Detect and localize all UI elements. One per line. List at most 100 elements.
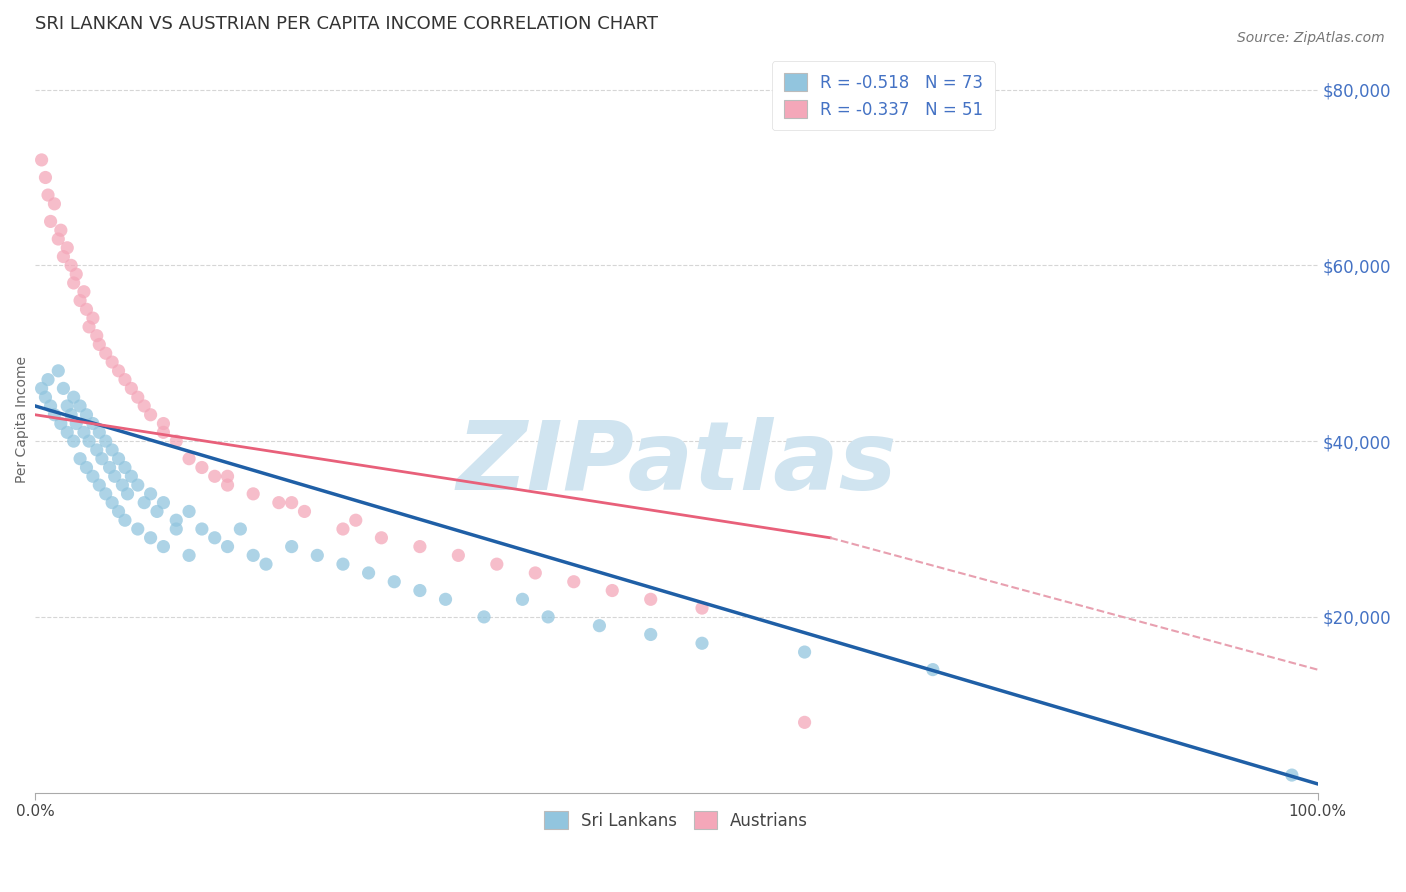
Point	[267, 496, 290, 510]
Point	[69, 399, 91, 413]
Point	[60, 258, 83, 272]
Point	[86, 442, 108, 457]
Point	[62, 390, 84, 404]
Point	[127, 390, 149, 404]
Point	[204, 531, 226, 545]
Point	[98, 460, 121, 475]
Point	[76, 302, 98, 317]
Point	[447, 549, 470, 563]
Point	[82, 417, 104, 431]
Point	[46, 232, 69, 246]
Point	[280, 540, 302, 554]
Point	[217, 540, 239, 554]
Point	[107, 364, 129, 378]
Point	[152, 540, 174, 554]
Point	[1281, 768, 1303, 782]
Point	[82, 311, 104, 326]
Point	[31, 381, 53, 395]
Point	[31, 153, 53, 167]
Point	[89, 478, 111, 492]
Point	[294, 504, 316, 518]
Point	[177, 549, 200, 563]
Point	[52, 250, 75, 264]
Point	[134, 496, 156, 510]
Point	[89, 337, 111, 351]
Point	[82, 469, 104, 483]
Point	[152, 496, 174, 510]
Legend: Sri Lankans, Austrians: Sri Lankans, Austrians	[537, 805, 815, 837]
Point	[409, 540, 432, 554]
Point	[49, 223, 72, 237]
Point	[472, 610, 495, 624]
Point	[111, 478, 134, 492]
Point	[562, 574, 585, 589]
Point	[600, 583, 623, 598]
Point	[60, 408, 83, 422]
Point	[56, 241, 79, 255]
Point	[191, 522, 214, 536]
Point	[120, 381, 142, 395]
Point	[94, 434, 117, 449]
Point	[537, 610, 560, 624]
Point	[39, 214, 62, 228]
Point	[165, 434, 187, 449]
Y-axis label: Per Capita Income: Per Capita Income	[15, 356, 30, 483]
Point	[690, 636, 713, 650]
Point	[588, 618, 610, 632]
Point	[191, 460, 214, 475]
Point	[76, 408, 98, 422]
Point	[254, 557, 277, 571]
Point	[101, 496, 124, 510]
Point	[94, 346, 117, 360]
Point	[332, 557, 354, 571]
Point	[114, 373, 136, 387]
Point	[382, 574, 405, 589]
Point	[86, 328, 108, 343]
Point	[512, 592, 534, 607]
Point	[65, 417, 87, 431]
Point	[139, 531, 162, 545]
Point	[332, 522, 354, 536]
Point	[114, 513, 136, 527]
Point	[344, 513, 367, 527]
Point	[370, 531, 392, 545]
Point	[62, 434, 84, 449]
Point	[242, 487, 264, 501]
Point	[34, 170, 56, 185]
Point	[77, 319, 100, 334]
Point	[793, 715, 815, 730]
Point	[69, 451, 91, 466]
Point	[409, 583, 432, 598]
Point	[146, 504, 169, 518]
Point	[127, 522, 149, 536]
Point	[56, 425, 79, 440]
Point	[177, 451, 200, 466]
Point	[921, 663, 943, 677]
Point	[76, 460, 98, 475]
Point	[107, 451, 129, 466]
Point	[94, 487, 117, 501]
Point	[793, 645, 815, 659]
Point	[165, 513, 187, 527]
Point	[73, 425, 96, 440]
Point	[62, 276, 84, 290]
Point	[34, 390, 56, 404]
Point	[37, 373, 59, 387]
Point	[640, 592, 662, 607]
Point	[77, 434, 100, 449]
Point	[217, 469, 239, 483]
Point	[44, 408, 66, 422]
Point	[46, 364, 69, 378]
Point	[101, 355, 124, 369]
Point	[117, 487, 139, 501]
Point	[37, 188, 59, 202]
Point	[177, 504, 200, 518]
Point	[90, 451, 112, 466]
Point	[640, 627, 662, 641]
Point	[127, 478, 149, 492]
Point	[44, 197, 66, 211]
Point	[217, 478, 239, 492]
Point	[280, 496, 302, 510]
Point	[152, 417, 174, 431]
Point	[242, 549, 264, 563]
